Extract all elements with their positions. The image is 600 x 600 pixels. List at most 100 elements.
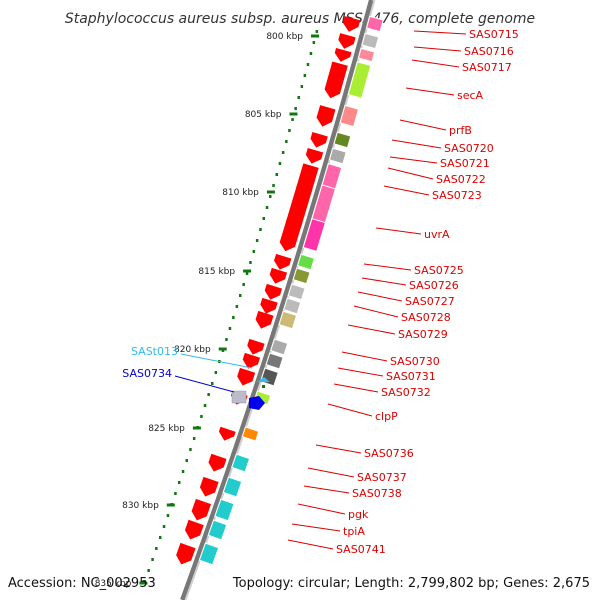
gene-track (176, 16, 361, 565)
label-leader (405, 87, 455, 96)
scale-dot (303, 74, 307, 77)
gene-label-tpia: tpiA (343, 525, 365, 538)
scale-dot (245, 272, 249, 275)
cog-box-seca (347, 61, 372, 99)
scale-tick-label: 835 kbp (95, 579, 132, 589)
gene-arrow-sas0726 (269, 267, 288, 284)
gene-arrow-pgk (191, 498, 212, 521)
scale-dot (242, 283, 245, 286)
cog-box-sas0731 (265, 352, 284, 370)
scale-dot (166, 514, 170, 517)
cog-box-sas0721 (328, 147, 347, 165)
scale-dot (262, 217, 265, 220)
gene-arrow-sas0731 (242, 352, 261, 369)
backbone (180, 0, 376, 600)
gene-arrow-sas0741 (176, 542, 196, 565)
gene-label-clpp: clpP (375, 410, 398, 423)
label-leader (363, 263, 412, 271)
scale-dot (151, 558, 154, 561)
scale-dot (255, 239, 259, 242)
scale-dot (174, 492, 177, 495)
gene-labels: SAS0715 SAS0716 SAS0717 secA prfB SAS0720 SAS0… (122, 28, 518, 556)
gene-arrow-sas0716 (338, 33, 356, 49)
label-leader (411, 59, 460, 68)
gene-arrow-sas0732 (237, 367, 256, 386)
scale-dot (189, 448, 192, 451)
gene-arrow-sas0721 (305, 147, 324, 164)
label-leader (353, 305, 399, 318)
scale-dot (214, 371, 218, 374)
scale-dot (203, 404, 207, 407)
cog-track (198, 15, 384, 566)
scale-tick (243, 269, 252, 273)
scale-dot (155, 547, 158, 550)
gene-arrow-sas0727 (264, 283, 283, 300)
cog-box-sas0729 (278, 310, 298, 330)
label-leader (327, 403, 373, 417)
scale-dot (269, 195, 272, 198)
gene-label-uvra: uvrA (424, 228, 450, 241)
scale-tick (218, 347, 227, 351)
gene-arrow-sas0734 (249, 396, 265, 410)
gene-arrow-sas0729 (255, 310, 274, 329)
label-leader (347, 324, 396, 335)
map-title: Staphylococcus aureus subsp. aureus MSSA… (65, 11, 535, 27)
cog-box-sas0730 (270, 338, 289, 356)
scale-dot (181, 470, 185, 473)
gene-label-sast013: SASt013 (131, 345, 178, 358)
scale-dot (309, 52, 313, 55)
backbone-outer (180, 0, 374, 600)
scale-dot (300, 85, 304, 88)
gene-arrow-sas0736 (218, 426, 236, 441)
scale-dot (285, 140, 288, 143)
gene-label-sas0732: SAS0732 (381, 386, 431, 399)
label-leader (361, 277, 407, 286)
scale-dot (294, 107, 297, 110)
cog-box-sas0734 (231, 390, 247, 404)
gene-arrow-uvra (279, 218, 303, 252)
scale-dot (178, 481, 181, 484)
gene-arrow-sas0717 (334, 48, 352, 62)
gene-arrow-sas0725 (274, 253, 292, 270)
gene-label-sas0741: SAS0741 (336, 543, 386, 556)
scale-dot (281, 151, 285, 154)
gene-label-sas0722: SAS0722 (436, 173, 486, 186)
cog-box-sas0715 (365, 15, 384, 33)
scale-dot (185, 459, 188, 462)
gene-label-prfb: prfB (449, 124, 472, 137)
cog-box-sas0737 (231, 453, 251, 473)
scale-tick (311, 34, 319, 38)
scale-dot (272, 184, 275, 187)
label-leader (174, 375, 235, 393)
scale-dot (239, 294, 242, 297)
scale-tick-label: 825 kbp (148, 424, 185, 434)
scale-tick-label: 830 kbp (122, 501, 159, 511)
cog-box-prfb (339, 104, 360, 128)
cog-box-sas0741 (198, 542, 220, 566)
scale-tick (266, 190, 275, 194)
scale-dot (249, 261, 252, 264)
scale-dot (259, 228, 262, 231)
topology-label: Topology: circular; Length: 2,799,802 bp… (232, 576, 590, 591)
label-leader (303, 485, 350, 494)
scale-dot (275, 173, 278, 176)
gene-arrow-sas0737 (208, 453, 227, 472)
scale-dot (252, 250, 256, 253)
scale-dot (147, 569, 150, 572)
scale-dot (235, 305, 239, 308)
gene-arrow-sas0715 (342, 16, 361, 32)
label-leader (287, 539, 334, 550)
gene-arrow-seca (324, 61, 348, 99)
cog-box-sas0717 (357, 47, 376, 63)
scale-dot (159, 536, 162, 539)
label-leader (315, 444, 362, 454)
gene-arrow-sas0728 (260, 297, 278, 314)
gene-arrow-sas0720 (310, 132, 328, 148)
cog-box-sas0716 (361, 32, 380, 50)
scale-tick-label: 805 kbp (245, 110, 282, 120)
cog-box-sas0736 (241, 426, 260, 442)
label-leader (383, 185, 430, 196)
cog-box-sas0725 (296, 253, 316, 271)
scale-tick-label: 800 kbp (266, 32, 303, 42)
